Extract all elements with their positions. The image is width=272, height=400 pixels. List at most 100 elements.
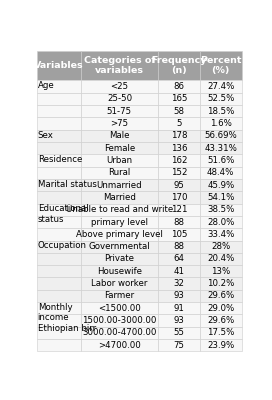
Text: Unable to read and write: Unable to read and write <box>66 205 173 214</box>
Bar <box>81 327 158 339</box>
Bar <box>200 130 242 142</box>
Text: 51.6%: 51.6% <box>207 156 234 165</box>
Bar <box>37 166 81 179</box>
Bar <box>158 80 200 93</box>
Bar <box>158 142 200 154</box>
Text: Frequency
(n): Frequency (n) <box>151 56 206 76</box>
Bar <box>158 228 200 240</box>
Text: Urban: Urban <box>106 156 132 165</box>
Text: 23.9%: 23.9% <box>207 341 234 350</box>
Bar <box>158 278 200 290</box>
Text: Male: Male <box>109 131 130 140</box>
Bar <box>37 314 81 327</box>
Bar <box>200 302 242 314</box>
Text: 152: 152 <box>171 168 187 177</box>
Text: Rural: Rural <box>108 168 131 177</box>
Bar <box>81 339 158 351</box>
Text: >4700.00: >4700.00 <box>98 341 141 350</box>
Bar <box>37 240 81 253</box>
Text: primary level: primary level <box>91 218 148 226</box>
Bar <box>200 93 242 105</box>
Bar <box>81 166 158 179</box>
Bar <box>158 302 200 314</box>
Text: 54.1%: 54.1% <box>207 193 234 202</box>
Bar <box>158 339 200 351</box>
Text: 56.69%: 56.69% <box>204 131 237 140</box>
Bar <box>37 191 81 204</box>
Bar <box>37 117 81 130</box>
Bar <box>37 327 81 339</box>
Bar <box>37 179 81 191</box>
Text: Categories of
variables: Categories of variables <box>84 56 155 76</box>
Bar <box>81 204 158 216</box>
Text: 136: 136 <box>171 144 187 152</box>
Bar <box>200 216 242 228</box>
Bar <box>158 240 200 253</box>
Text: >75: >75 <box>110 119 128 128</box>
Bar <box>158 290 200 302</box>
Bar <box>81 179 158 191</box>
Text: Monthly
income
Ethiopian birr: Monthly income Ethiopian birr <box>38 303 96 333</box>
Text: 20.4%: 20.4% <box>207 254 234 264</box>
Text: 32: 32 <box>173 279 184 288</box>
Text: <25: <25 <box>110 82 128 91</box>
Text: 165: 165 <box>171 94 187 103</box>
Text: 51-75: 51-75 <box>107 107 132 116</box>
Bar <box>37 278 81 290</box>
Bar <box>37 93 81 105</box>
Bar <box>37 130 81 142</box>
Text: 93: 93 <box>173 292 184 300</box>
Text: 5: 5 <box>176 119 181 128</box>
Text: 29.6%: 29.6% <box>207 316 234 325</box>
Bar <box>200 278 242 290</box>
Bar <box>200 339 242 351</box>
Bar <box>158 179 200 191</box>
Bar <box>200 265 242 278</box>
Bar <box>158 314 200 327</box>
Bar <box>200 290 242 302</box>
Bar <box>37 290 81 302</box>
Bar <box>200 179 242 191</box>
Bar <box>81 314 158 327</box>
Text: 28.0%: 28.0% <box>207 218 234 226</box>
Bar <box>158 253 200 265</box>
Bar <box>81 117 158 130</box>
Bar <box>81 228 158 240</box>
Bar <box>158 105 200 117</box>
Bar <box>37 216 81 228</box>
Text: Housewife: Housewife <box>97 267 142 276</box>
Text: 88: 88 <box>173 218 184 226</box>
Text: 91: 91 <box>173 304 184 313</box>
Text: 178: 178 <box>171 131 187 140</box>
Bar <box>200 154 242 166</box>
Bar <box>158 93 200 105</box>
Text: 29.6%: 29.6% <box>207 292 234 300</box>
Bar <box>81 142 158 154</box>
Bar <box>200 240 242 253</box>
Bar <box>158 154 200 166</box>
Bar <box>81 253 158 265</box>
Text: 64: 64 <box>173 254 184 264</box>
Bar <box>200 314 242 327</box>
Text: Variables: Variables <box>34 61 84 70</box>
Bar <box>158 166 200 179</box>
Bar <box>200 51 242 80</box>
Text: 17.5%: 17.5% <box>207 328 234 338</box>
Bar <box>158 130 200 142</box>
Bar <box>37 253 81 265</box>
Bar <box>37 228 81 240</box>
Text: Percent
(%): Percent (%) <box>200 56 242 76</box>
Text: 43.31%: 43.31% <box>204 144 237 152</box>
Bar <box>200 327 242 339</box>
Bar <box>200 105 242 117</box>
Text: Governmental: Governmental <box>89 242 150 251</box>
Text: 93: 93 <box>173 316 184 325</box>
Text: 33.4%: 33.4% <box>207 230 234 239</box>
Text: Farmer: Farmer <box>104 292 135 300</box>
Bar <box>200 142 242 154</box>
Text: Above primary level: Above primary level <box>76 230 163 239</box>
Text: Private: Private <box>104 254 134 264</box>
Bar <box>200 117 242 130</box>
Bar <box>37 154 81 166</box>
Text: 162: 162 <box>171 156 187 165</box>
